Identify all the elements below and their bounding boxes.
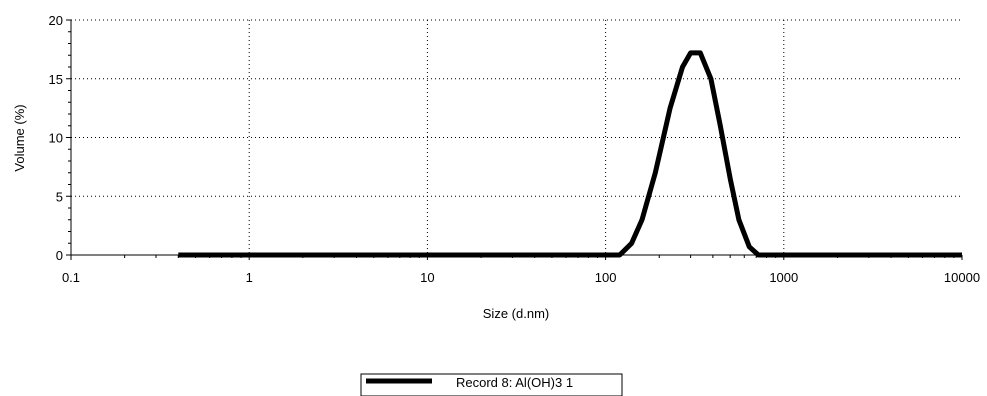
x-tick-label: 10	[420, 270, 434, 285]
y-tick-label: 20	[49, 13, 63, 28]
x-tick-label: 100	[595, 270, 617, 285]
y-tick-label: 10	[49, 131, 63, 146]
x-tick-label: 1	[246, 270, 253, 285]
axes	[70, 20, 962, 256]
x-tick-label: 10000	[944, 270, 980, 285]
x-axis-ticks: 0.1 1 10 100 1000 10000	[62, 255, 980, 285]
grid-lines	[71, 19, 962, 255]
legend-label: Record 8: Al(OH)3 1	[456, 375, 573, 390]
series-lines	[178, 50, 962, 258]
legend: Record 8: Al(OH)3 1	[360, 373, 623, 396]
series-line	[178, 50, 962, 258]
y-tick-label: 0	[56, 248, 63, 263]
y-axis-ticks: 0 5 10 15 20	[49, 13, 71, 263]
x-axis-title: Size (d.nm)	[483, 306, 549, 321]
y-axis-title: Volume (%)	[12, 104, 27, 171]
x-tick-label: 1000	[769, 270, 798, 285]
x-tick-label: 0.1	[62, 270, 80, 285]
y-tick-label: 15	[49, 72, 63, 87]
y-tick-label: 5	[56, 189, 63, 204]
